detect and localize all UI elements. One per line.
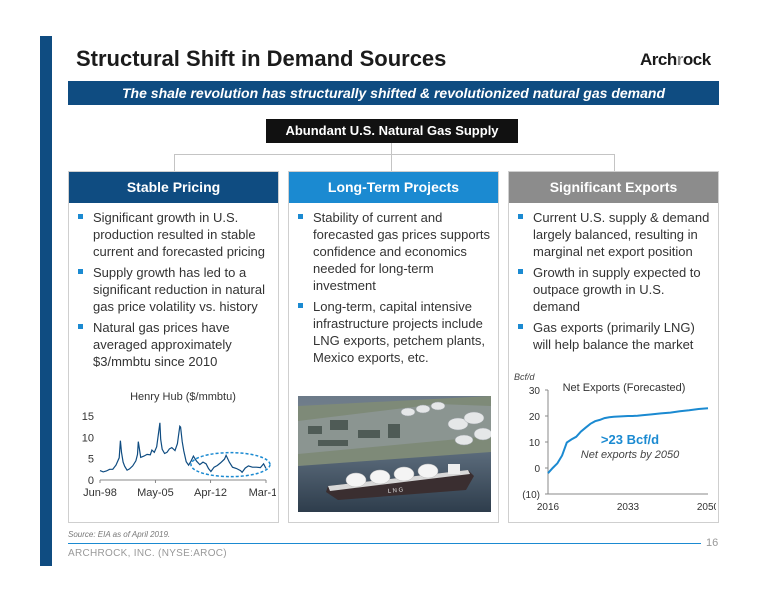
net-exports-line <box>547 407 709 474</box>
x-tick-label: 2050 <box>697 502 716 513</box>
bullet-icon <box>518 214 523 219</box>
x-tick-label: 2033 <box>617 502 640 513</box>
logo-text-arch: Arch <box>640 50 677 69</box>
annotation-value: >23 Bcf/d <box>601 432 659 447</box>
logo-text-ock: ock <box>682 50 711 69</box>
list-item: Current U.S. supply & demand largely bal… <box>517 209 712 260</box>
ship-lettering: L N G <box>388 487 404 495</box>
x-tick-label: Mar-19 <box>249 487 276 499</box>
list-item: Long-term, capital intensive infrastruct… <box>297 298 492 366</box>
y-axis-unit-label: Bcf/d <box>514 372 536 382</box>
chart-marks <box>99 422 271 478</box>
bullet-icon <box>518 269 523 274</box>
y-tick-label: 0 <box>534 464 540 475</box>
y-tick-label: 30 <box>529 386 541 397</box>
y-tick-label: 10 <box>82 432 94 444</box>
annotation-subtext: Net exports by 2050 <box>581 449 680 461</box>
y-tick-label: 10 <box>529 438 541 449</box>
y-tick-label: (10) <box>522 490 540 501</box>
bullet-icon <box>518 324 523 329</box>
chart-axes: (10) 0 10 20 30 2016 2033 2050 <box>522 386 716 513</box>
footer-company: ARCHROCK, INC. (NYSE:AROC) <box>68 548 227 559</box>
x-tick-label: Apr-12 <box>194 487 227 499</box>
page-number: 16 <box>706 537 719 549</box>
logo-text-r: r <box>676 50 684 69</box>
column-stable-pricing: Stable Pricing Significant growth in U.S… <box>68 171 279 523</box>
bullet-list: Stability of current and forecasted gas … <box>289 209 498 366</box>
bullet-icon <box>298 303 303 308</box>
chart-marks <box>547 407 709 474</box>
highlight-ellipse <box>190 451 271 478</box>
list-item: Supply growth has led to a significant r… <box>77 264 272 315</box>
left-accent-bar <box>40 36 52 566</box>
x-tick-label: Jun-98 <box>83 487 117 499</box>
x-tick-label: 2016 <box>537 502 560 513</box>
lng-tanker-photo: L N G <box>298 396 491 512</box>
y-tick-label: 0 <box>88 475 94 487</box>
connector-horizontal <box>174 154 615 155</box>
bullet-icon <box>298 214 303 219</box>
list-item: Growth in supply expected to outpace gro… <box>517 264 712 315</box>
list-item: Stability of current and forecasted gas … <box>297 209 492 294</box>
bullet-list: Current U.S. supply & demand largely bal… <box>509 209 718 353</box>
y-tick-label: 15 <box>82 411 94 423</box>
bullet-icon <box>78 324 83 329</box>
list-item: Significant growth in U.S. production re… <box>77 209 272 260</box>
column-heading: Significant Exports <box>509 172 718 203</box>
chart-title: Net Exports (Forecasted) <box>563 382 686 394</box>
chart-axes: 0 5 10 15 Jun-98 May-05 Apr-12 Mar-19 <box>82 411 276 499</box>
bullet-icon <box>78 269 83 274</box>
price-line <box>99 422 267 474</box>
footer-divider <box>68 543 701 544</box>
connector-left <box>174 154 175 171</box>
list-item: Gas exports (primarily LNG) will help ba… <box>517 319 712 353</box>
slide-title: Structural Shift in Demand Sources <box>76 46 447 71</box>
connector-middle <box>391 154 392 171</box>
y-tick-label: 5 <box>88 454 94 466</box>
column-heading: Long-Term Projects <box>289 172 498 203</box>
company-logo: Archrock <box>640 50 711 70</box>
supply-box: Abundant U.S. Natural Gas Supply <box>266 119 518 143</box>
column-significant-exports: Significant Exports Current U.S. supply … <box>508 171 719 523</box>
column-long-term-projects: Long-Term Projects Stability of current … <box>288 171 499 523</box>
y-tick-label: 20 <box>529 412 541 423</box>
list-item: Natural gas prices have averaged approxi… <box>77 319 272 370</box>
net-exports-chart: Bcf/d Net Exports (Forecasted) (10) 0 10 20… <box>514 372 716 513</box>
henry-hub-chart: Henry Hub ($/mmbtu) 0 5 10 15 Jun-98 May-05 Ap… <box>82 391 276 499</box>
source-note: Source: EIA as of April 2019. <box>68 530 171 539</box>
x-tick-label: May-05 <box>137 487 174 499</box>
connector-right <box>614 154 615 171</box>
bullet-icon <box>78 214 83 219</box>
chart-title: Henry Hub ($/mmbtu) <box>130 391 236 403</box>
subtitle-banner: The shale revolution has structurally sh… <box>68 81 719 105</box>
connector-vertical-center <box>391 143 392 154</box>
bullet-list: Significant growth in U.S. production re… <box>69 209 278 370</box>
column-heading: Stable Pricing <box>69 172 278 203</box>
